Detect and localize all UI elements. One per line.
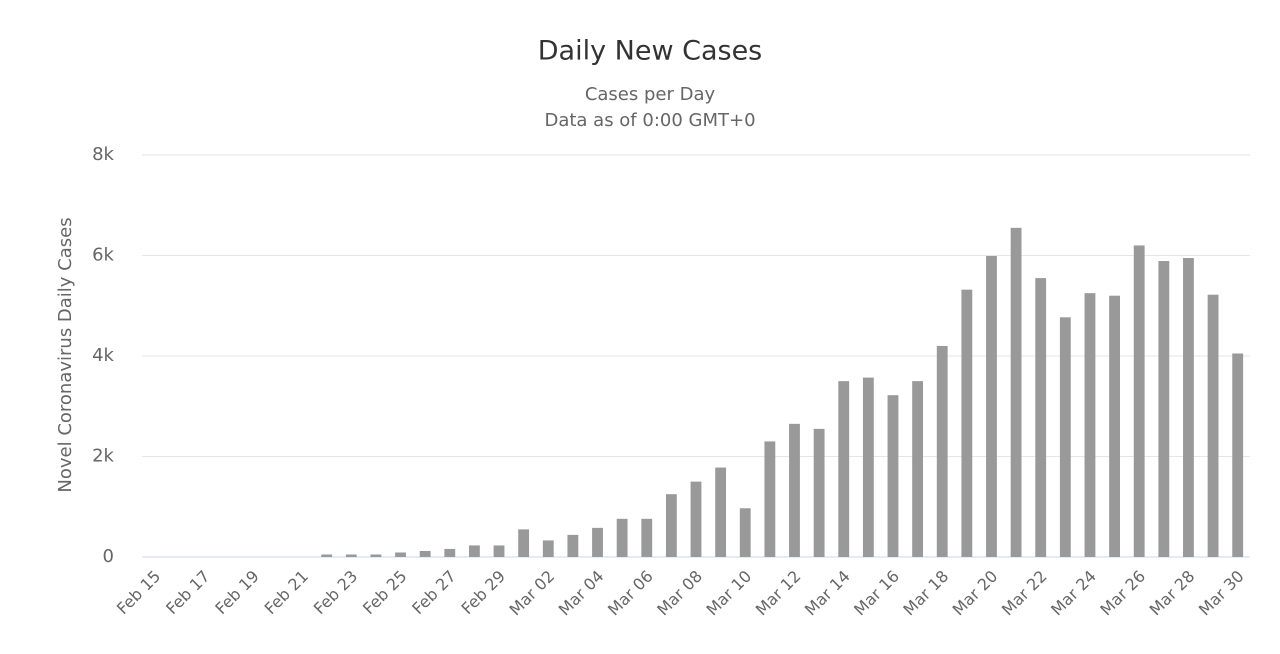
x-tick-label: Mar 24	[1047, 567, 1100, 620]
bar	[1059, 317, 1071, 557]
bar	[764, 441, 776, 557]
x-tick-label: Feb 21	[261, 567, 312, 618]
y-tick-label: 4k	[92, 345, 114, 366]
bar	[739, 508, 751, 557]
bar	[813, 428, 825, 557]
bar	[616, 518, 628, 557]
bar	[1035, 278, 1047, 557]
bar	[1183, 258, 1194, 557]
bar	[838, 381, 850, 557]
x-tick-label: Mar 18	[899, 567, 952, 620]
bar	[444, 548, 456, 557]
x-tick-label: Mar 08	[653, 567, 706, 620]
bar	[715, 467, 727, 557]
bar	[1232, 353, 1244, 557]
bar	[542, 540, 554, 557]
y-tick-label: 6k	[92, 245, 114, 266]
bar	[493, 545, 505, 557]
bar	[321, 554, 333, 557]
bar	[1207, 294, 1219, 557]
bar	[862, 377, 874, 557]
x-tick-label: Mar 26	[1096, 567, 1149, 620]
x-tick-label: Mar 30	[1195, 567, 1248, 620]
bar	[986, 256, 997, 557]
bar	[690, 481, 702, 557]
chart-title: Daily New Cases	[538, 36, 763, 67]
x-tick-label: Feb 15	[113, 567, 164, 618]
x-tick-label: Feb 27	[408, 567, 459, 618]
x-tick-label: Feb 29	[458, 567, 509, 618]
x-tick-label: Mar 12	[752, 567, 805, 620]
x-tick-label: Mar 14	[801, 567, 854, 620]
x-tick-label: Mar 06	[604, 567, 657, 620]
y-tick-label: 8k	[92, 144, 114, 165]
x-tick-label: Mar 02	[505, 567, 558, 620]
y-tick-label: 0	[103, 546, 114, 567]
x-tick-label: Mar 04	[555, 567, 608, 620]
bar	[961, 289, 973, 557]
y-axis-label: Novel Coronavirus Daily Cases	[55, 217, 76, 492]
x-tick-label: Mar 16	[850, 567, 903, 620]
x-tick-label: Feb 17	[162, 567, 213, 618]
bar	[1109, 295, 1120, 557]
x-tick-label: Mar 28	[1146, 567, 1199, 620]
chart-subtitle: Cases per Day	[585, 84, 716, 105]
x-tick-label: Feb 19	[211, 567, 262, 618]
bar	[1084, 293, 1096, 557]
bar	[1133, 245, 1145, 557]
bar	[665, 494, 677, 557]
bar	[641, 518, 653, 557]
bar	[912, 381, 924, 557]
bar	[518, 529, 530, 557]
bar	[592, 527, 603, 557]
bar	[419, 550, 431, 557]
chart-subtitle: Data as of 0:00 GMT+0	[544, 110, 755, 131]
x-tick-label: Feb 23	[310, 567, 361, 618]
bar	[1158, 261, 1170, 557]
y-tick-label: 2k	[92, 446, 114, 467]
bar	[936, 345, 948, 557]
x-tick-label: Feb 25	[359, 567, 410, 618]
x-tick-label: Mar 10	[702, 567, 755, 620]
bar	[567, 534, 579, 557]
bar	[345, 554, 357, 557]
x-tick-label: Mar 20	[949, 567, 1002, 620]
bar	[395, 552, 406, 557]
bar	[789, 423, 800, 557]
bar	[370, 554, 382, 557]
bar	[887, 395, 899, 557]
bar	[1010, 227, 1022, 558]
bar	[468, 545, 480, 557]
x-tick-label: Mar 22	[998, 567, 1051, 620]
